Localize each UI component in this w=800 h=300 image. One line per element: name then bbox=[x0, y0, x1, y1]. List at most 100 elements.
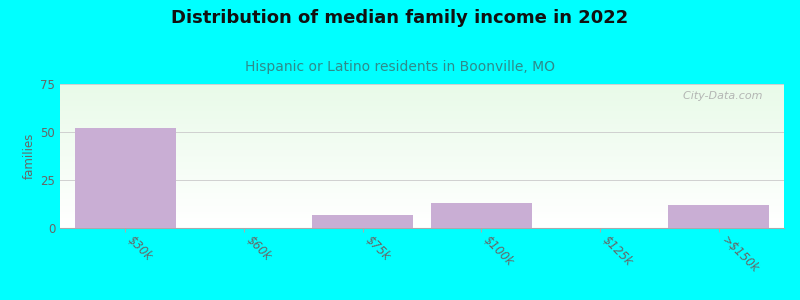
Bar bbox=[60, 222, 784, 224]
Bar bbox=[60, 221, 784, 222]
Bar bbox=[60, 190, 784, 192]
Bar bbox=[60, 217, 784, 218]
Bar bbox=[60, 109, 784, 110]
Y-axis label: families: families bbox=[23, 133, 36, 179]
Bar bbox=[60, 85, 784, 87]
Bar bbox=[60, 98, 784, 100]
Bar bbox=[60, 100, 784, 101]
Bar bbox=[60, 176, 784, 178]
Bar bbox=[60, 124, 784, 126]
Bar bbox=[60, 182, 784, 183]
Bar bbox=[60, 189, 784, 190]
Bar bbox=[60, 122, 784, 123]
Bar bbox=[60, 129, 784, 130]
Bar bbox=[60, 185, 784, 186]
Bar bbox=[431, 203, 532, 228]
Bar bbox=[60, 91, 784, 93]
Bar bbox=[60, 166, 784, 167]
Bar bbox=[60, 186, 784, 188]
Bar bbox=[60, 194, 784, 195]
Bar bbox=[60, 134, 784, 136]
Bar bbox=[60, 149, 784, 150]
Bar bbox=[60, 192, 784, 194]
Bar bbox=[60, 84, 784, 86]
Bar bbox=[60, 170, 784, 172]
Bar bbox=[60, 154, 784, 156]
Bar bbox=[60, 97, 784, 98]
Bar bbox=[60, 95, 784, 97]
Bar bbox=[60, 94, 784, 95]
Bar bbox=[60, 212, 784, 214]
Bar bbox=[60, 90, 784, 91]
Bar bbox=[60, 162, 784, 163]
Bar bbox=[60, 208, 784, 209]
Bar bbox=[60, 201, 784, 202]
Text: Hispanic or Latino residents in Boonville, MO: Hispanic or Latino residents in Boonvill… bbox=[245, 60, 555, 74]
Bar bbox=[75, 128, 176, 228]
Bar bbox=[60, 137, 784, 139]
Bar bbox=[60, 136, 784, 137]
Bar bbox=[60, 195, 784, 196]
Bar bbox=[60, 143, 784, 145]
Bar bbox=[60, 160, 784, 162]
Bar bbox=[60, 107, 784, 109]
Bar bbox=[60, 211, 784, 212]
Bar bbox=[60, 145, 784, 146]
Bar bbox=[60, 93, 784, 94]
Bar bbox=[60, 103, 784, 104]
Bar bbox=[60, 178, 784, 179]
Bar bbox=[60, 126, 784, 127]
Bar bbox=[60, 167, 784, 169]
Bar bbox=[60, 179, 784, 181]
Bar bbox=[60, 117, 784, 118]
Bar bbox=[312, 214, 413, 228]
Bar bbox=[60, 156, 784, 158]
Bar bbox=[60, 181, 784, 182]
Bar bbox=[60, 218, 784, 219]
Bar bbox=[60, 88, 784, 90]
Bar bbox=[60, 139, 784, 140]
Bar bbox=[60, 165, 784, 166]
Bar bbox=[60, 146, 784, 147]
Bar bbox=[60, 199, 784, 201]
Bar bbox=[60, 163, 784, 165]
Bar bbox=[60, 106, 784, 107]
Bar bbox=[60, 153, 784, 154]
Text: Distribution of median family income in 2022: Distribution of median family income in … bbox=[171, 9, 629, 27]
Bar bbox=[60, 203, 784, 205]
Bar bbox=[60, 116, 784, 117]
Bar bbox=[60, 152, 784, 153]
Bar bbox=[60, 188, 784, 189]
Bar bbox=[60, 219, 784, 221]
Bar bbox=[60, 130, 784, 131]
Bar bbox=[60, 214, 784, 215]
Bar bbox=[60, 159, 784, 160]
Bar bbox=[60, 158, 784, 159]
Bar bbox=[60, 202, 784, 203]
Bar bbox=[60, 225, 784, 226]
Bar bbox=[60, 196, 784, 198]
Bar bbox=[60, 172, 784, 173]
Bar bbox=[60, 215, 784, 217]
Bar bbox=[60, 173, 784, 175]
Bar bbox=[60, 113, 784, 114]
Bar bbox=[60, 101, 784, 103]
Bar bbox=[60, 114, 784, 116]
Text: City-Data.com: City-Data.com bbox=[676, 91, 762, 101]
Bar bbox=[60, 198, 784, 199]
Bar bbox=[60, 111, 784, 113]
Bar bbox=[60, 206, 784, 208]
Bar bbox=[60, 147, 784, 149]
Bar bbox=[60, 205, 784, 206]
Bar bbox=[60, 133, 784, 134]
Bar bbox=[60, 131, 784, 133]
Bar bbox=[60, 110, 784, 111]
Bar bbox=[60, 118, 784, 120]
Bar bbox=[60, 209, 784, 211]
Bar bbox=[668, 205, 769, 228]
Bar bbox=[60, 140, 784, 142]
Bar bbox=[60, 175, 784, 176]
Bar bbox=[60, 127, 784, 129]
Bar bbox=[60, 224, 784, 225]
Bar bbox=[60, 104, 784, 106]
